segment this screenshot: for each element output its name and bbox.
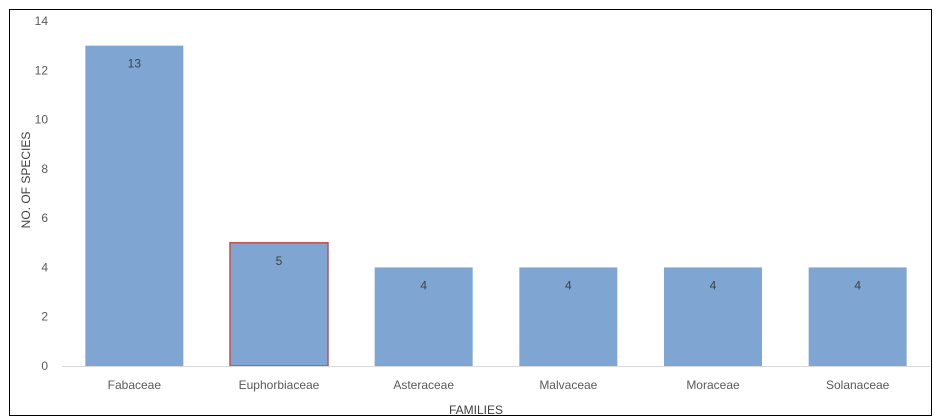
x-tick-label: Solanaceae [826, 378, 890, 392]
bar [808, 267, 907, 366]
y-tick-label: 10 [35, 113, 49, 127]
x-tick-label: Euphorbiaceae [239, 378, 320, 392]
y-tick-label: 8 [41, 162, 48, 176]
bar [519, 267, 618, 366]
bar [229, 242, 329, 367]
y-tick-label: 14 [35, 14, 49, 28]
bar [85, 45, 184, 367]
x-tick-label: Malvaceae [539, 378, 597, 392]
y-axis-title: NO. OF SPECIES [19, 132, 33, 229]
data-label: 4 [420, 278, 427, 292]
bar [374, 267, 473, 366]
x-tick-label: Moraceae [686, 378, 740, 392]
bar [664, 267, 762, 366]
data-label: 4 [854, 278, 861, 292]
data-label: 4 [565, 278, 572, 292]
data-label: 13 [128, 57, 142, 71]
y-tick-label: 4 [41, 260, 48, 274]
y-tick-label: 0 [41, 359, 48, 373]
y-tick-label: 6 [41, 211, 48, 225]
x-tick-label: Fabaceae [108, 378, 162, 392]
x-axis-title: FAMILIES [449, 403, 503, 417]
x-tick-label: Asteraceae [393, 378, 454, 392]
data-label: 4 [710, 278, 717, 292]
bars: 13 5 4 4 4 4 [85, 45, 907, 367]
y-axis-ticks: 0 2 4 6 8 10 12 14 [35, 14, 49, 373]
y-tick-label: 2 [41, 310, 48, 324]
x-axis-ticks: Fabaceae Euphorbiaceae Asteraceae Malvaceae… [108, 378, 890, 392]
y-tick-label: 12 [35, 63, 49, 77]
data-label: 5 [276, 254, 283, 268]
